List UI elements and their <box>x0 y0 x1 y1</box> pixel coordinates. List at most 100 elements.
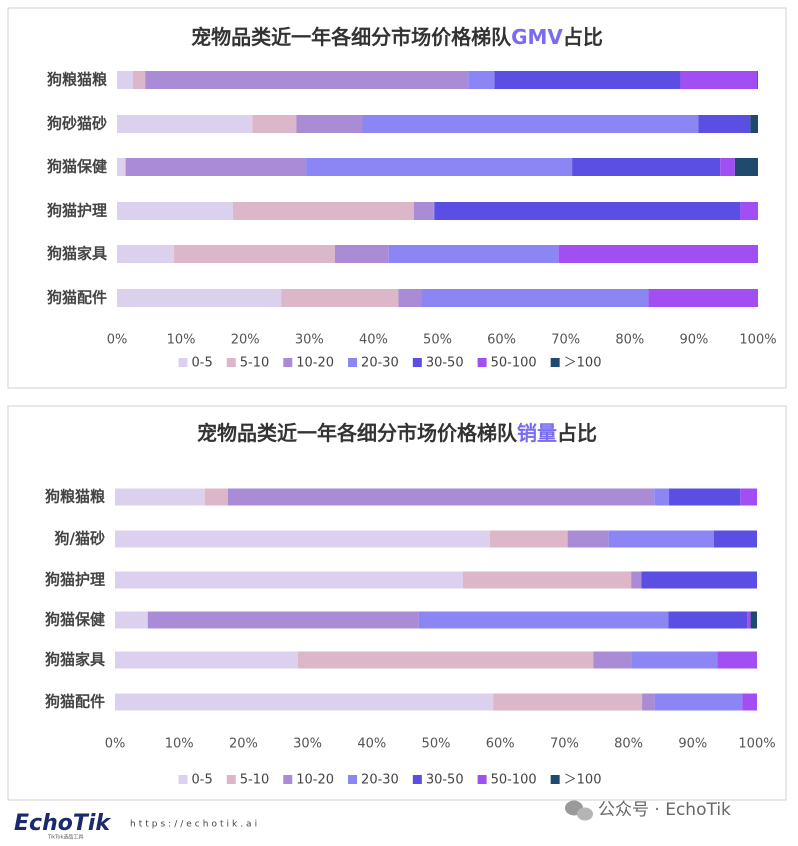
bar-segment <box>125 158 307 176</box>
legend-swatch <box>283 775 293 784</box>
bar-segment <box>421 289 649 307</box>
bar-segment <box>558 245 758 263</box>
bar-segment <box>433 202 435 220</box>
wechat-icon <box>565 800 593 821</box>
title-part: 占比 <box>563 25 603 49</box>
category-label: 狗猫家具 <box>45 651 105 669</box>
bar-segment <box>418 611 669 629</box>
bar-segment <box>296 115 363 133</box>
bar-segment <box>493 693 643 711</box>
bar-segment <box>757 71 758 89</box>
bar-segment <box>750 611 757 629</box>
x-tick-label: 0% <box>107 333 128 348</box>
bar-segment <box>567 530 609 548</box>
bar-segment <box>233 202 414 220</box>
category-label: 狗/猫砂 <box>55 530 105 548</box>
bar-segment <box>608 530 714 548</box>
legend-label: ＞100 <box>564 356 602 371</box>
x-tick-label: 90% <box>678 737 707 752</box>
x-tick-label: 60% <box>486 737 515 752</box>
bar-segment <box>462 571 632 589</box>
title-part: GMV <box>511 25 563 49</box>
x-tick-label: 50% <box>423 333 452 348</box>
legend-label: 5-10 <box>240 356 270 371</box>
bar-segment <box>145 71 469 89</box>
panel <box>7 405 787 801</box>
bar-segment <box>641 571 757 589</box>
bar-segment <box>698 115 751 133</box>
bar-segment <box>413 202 434 220</box>
bar-segment <box>572 158 721 176</box>
logo: EchoTik <box>14 811 111 836</box>
legend-swatch <box>178 775 188 784</box>
bar-segment <box>740 488 757 506</box>
bar-segment <box>115 530 490 548</box>
bar-segment <box>468 71 495 89</box>
legend-label: 30-50 <box>426 356 464 371</box>
bar-segment <box>642 693 655 711</box>
url: https://echotik.ai <box>130 820 260 830</box>
x-tick-label: 30% <box>295 333 324 348</box>
logo-subtitle: TikTok选品工具 <box>47 834 83 841</box>
legend-label: ＞100 <box>564 773 602 788</box>
category-label: 狗猫配件 <box>47 289 107 307</box>
bar-segment <box>631 571 642 589</box>
chart-title: 宠物品类近一年各细分市场价格梯队销量占比 <box>197 421 597 445</box>
legend-swatch <box>550 775 560 784</box>
legend-swatch <box>412 358 422 367</box>
title-part: 销量 <box>517 421 557 445</box>
legend-swatch <box>550 358 560 367</box>
legend-swatch <box>348 775 358 784</box>
legend-label: 30-50 <box>426 773 464 788</box>
bar-segment <box>654 488 670 506</box>
bar-segment <box>713 530 757 548</box>
bar-segment <box>115 611 148 629</box>
bar-segment <box>281 289 399 307</box>
bar-segment <box>115 488 205 506</box>
category-label: 狗粮猫粮 <box>45 488 106 506</box>
bar-segment <box>362 115 699 133</box>
legend-swatch <box>412 775 422 784</box>
legend-swatch <box>283 358 293 367</box>
bar-segment <box>174 245 335 263</box>
x-tick-label: 10% <box>165 737 194 752</box>
legend-label: 20-30 <box>361 773 399 788</box>
bar-segment <box>133 71 146 89</box>
category-label: 狗猫护理 <box>47 202 107 220</box>
bar-segment <box>434 202 741 220</box>
bar-segment <box>680 71 758 89</box>
bar-segment <box>669 488 741 506</box>
legend-label: 50-100 <box>491 773 537 788</box>
bar-segment <box>115 693 494 711</box>
bar-segment <box>117 245 175 263</box>
title-part: 占比 <box>557 421 597 445</box>
bar-segment <box>115 651 298 669</box>
x-tick-label: 30% <box>293 737 322 752</box>
bar-segment <box>489 530 568 548</box>
category-label: 狗猫护理 <box>45 571 105 589</box>
bar-segment <box>117 71 134 89</box>
bar-segment <box>117 289 282 307</box>
bar-segment <box>717 651 757 669</box>
bar-segment <box>668 611 748 629</box>
bar-segment <box>115 571 463 589</box>
legend-label: 5-10 <box>240 773 270 788</box>
bar-segment <box>334 245 389 263</box>
bar-segment <box>227 488 655 506</box>
x-tick-label: 90% <box>679 333 708 348</box>
category-label: 狗砂猫砂 <box>47 115 107 133</box>
x-tick-label: 0% <box>105 737 126 752</box>
bar-segment <box>720 158 735 176</box>
x-tick-label: 80% <box>615 333 644 348</box>
category-label: 狗猫家具 <box>47 245 107 263</box>
bar-segment <box>654 693 743 711</box>
legend-swatch <box>226 775 236 784</box>
bar-segment <box>124 158 126 176</box>
bar-segment <box>147 611 419 629</box>
bar-segment <box>747 611 751 629</box>
x-tick-label: 100% <box>739 333 776 348</box>
bar-segment <box>117 202 234 220</box>
legend-swatch <box>477 358 487 367</box>
title-part: 宠物品类近一年各细分市场价格梯队 <box>191 25 512 49</box>
